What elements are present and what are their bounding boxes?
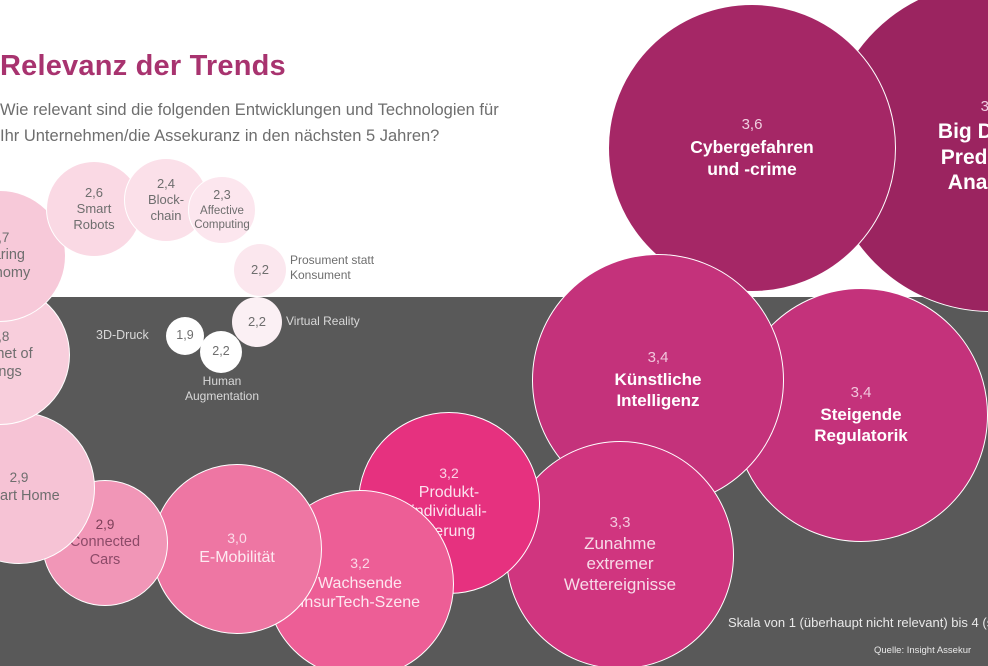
bubble-value: 2,8 xyxy=(0,328,10,344)
bubble-label-line-1: Steigende xyxy=(820,404,902,424)
scale-note: Skala von 1 (überhaupt nicht relevant) b… xyxy=(728,615,988,630)
source-note: Quelle: Insight Assekur xyxy=(874,645,972,656)
bubble-human-augmentation[interactable]: 2,2 xyxy=(200,331,242,373)
bubble-label-line-1: Internet of xyxy=(0,346,33,363)
bubble-label-line-1: Cybergefahren xyxy=(690,137,814,158)
bubble-value: 2,2 xyxy=(247,314,267,330)
bubble-value: 3,3 xyxy=(609,514,631,532)
bubble-label-line-2: und -crime xyxy=(707,158,797,179)
bubble-value: 2,2 xyxy=(250,262,270,278)
bubble-label-line-1: Smart Home xyxy=(0,487,60,504)
bubble-value: 1,9 xyxy=(176,328,194,343)
bubble-value: 2,4 xyxy=(156,176,176,192)
bubble-label-line-2: Computing xyxy=(194,218,250,231)
bubble-label-human-augmentation: Human Augmentation xyxy=(184,374,260,403)
bubble-label-line-1: E-Mobilität xyxy=(199,549,275,567)
bubble-label-line-2: InsurTech-Szene xyxy=(299,594,421,612)
bubble-3d-druck[interactable]: 1,9 xyxy=(166,317,204,355)
bubble-value: 3,2 xyxy=(350,555,370,572)
bubble-value: 3,2 xyxy=(439,464,459,481)
bubble-label-line-2: Predictive xyxy=(940,145,988,169)
bubble-label-line-1: Wachsende xyxy=(318,574,402,592)
bubble-label-line-2: Intelligenz xyxy=(616,390,700,410)
bubble-value: 2,9 xyxy=(9,470,29,486)
bubble-label-line-2: Economy xyxy=(0,264,31,281)
bubble-value: 3,7 xyxy=(980,97,988,115)
bubble-label-line-1: Block- xyxy=(147,192,185,208)
subtitle-line-1: Wie relevant sind die folgenden Entwickl… xyxy=(0,101,499,119)
bubble-affective-computing[interactable]: 2,3 Affective Computing xyxy=(188,176,256,244)
bubble-zunahme-extremer-wettereignisse[interactable]: 3,3 Zunahme extremer Wettereignisse xyxy=(506,441,734,666)
bubble-value: 3,4 xyxy=(647,348,669,366)
bubble-value: 3,4 xyxy=(850,383,872,401)
page-title: Relevanz der Trends xyxy=(0,50,286,82)
bubble-label-line-1: Big Data & xyxy=(937,120,988,144)
bubble-value: 2,7 xyxy=(0,229,10,245)
bubble-label-line-2: Regulatorik xyxy=(814,425,908,445)
bubble-label-virtual-reality: Virtual Reality xyxy=(286,314,360,328)
bubble-cybergefahren-und-crime[interactable]: 3,6 Cybergefahren und -crime xyxy=(608,4,896,292)
bubble-value: 3,0 xyxy=(227,530,247,547)
bubble-value: 3,6 xyxy=(741,116,763,133)
bubble-label-3d-druck: 3D-Druck xyxy=(96,328,149,342)
bubble-label-line-2: Cars xyxy=(89,551,121,568)
subtitle-line-2: Ihr Unternehmen/die Assekuranz in den nä… xyxy=(0,127,440,145)
bubble-label-line-2: Things xyxy=(0,363,22,380)
bubble-label-line-1: Smart xyxy=(76,201,112,217)
bubble-label-line-1: Zunahme xyxy=(584,533,656,553)
bubble-label-line-1: Produkt- xyxy=(418,483,480,501)
bubble-label-line-1: Sharing xyxy=(0,247,25,264)
bubble-value: 2,2 xyxy=(212,344,230,359)
bubble-label-line-3: Wettereignisse xyxy=(563,575,677,595)
page-subtitle: Wie relevant sind die folgenden Entwickl… xyxy=(0,97,499,149)
bubble-label-line-3: Analysis xyxy=(947,171,988,195)
bubble-virtual-reality[interactable]: 2,2 xyxy=(232,297,282,347)
bubble-label-line-1: Affective xyxy=(200,204,244,217)
bubble-label-line-1: Connected xyxy=(69,534,141,551)
bubble-label-line-2: chain xyxy=(150,207,182,223)
bubble-label-line-2: extremer xyxy=(586,554,654,574)
bubble-value: 2,6 xyxy=(84,185,104,201)
bubble-value: 2,9 xyxy=(95,516,115,532)
bubble-e-mobilitaet[interactable]: 3,0 E-Mobilität xyxy=(152,464,322,634)
bubble-label-line-2: Robots xyxy=(73,216,115,232)
bubble-prosument-statt-konsument[interactable]: 2,2 xyxy=(234,244,286,296)
bubble-value: 2,3 xyxy=(213,188,231,203)
bubble-label-line-2: individuali- xyxy=(411,503,487,521)
bubble-label-prosument-statt-konsument: Prosument statt Konsument xyxy=(290,253,375,282)
bubble-label-line-1: Künstliche xyxy=(614,369,702,389)
